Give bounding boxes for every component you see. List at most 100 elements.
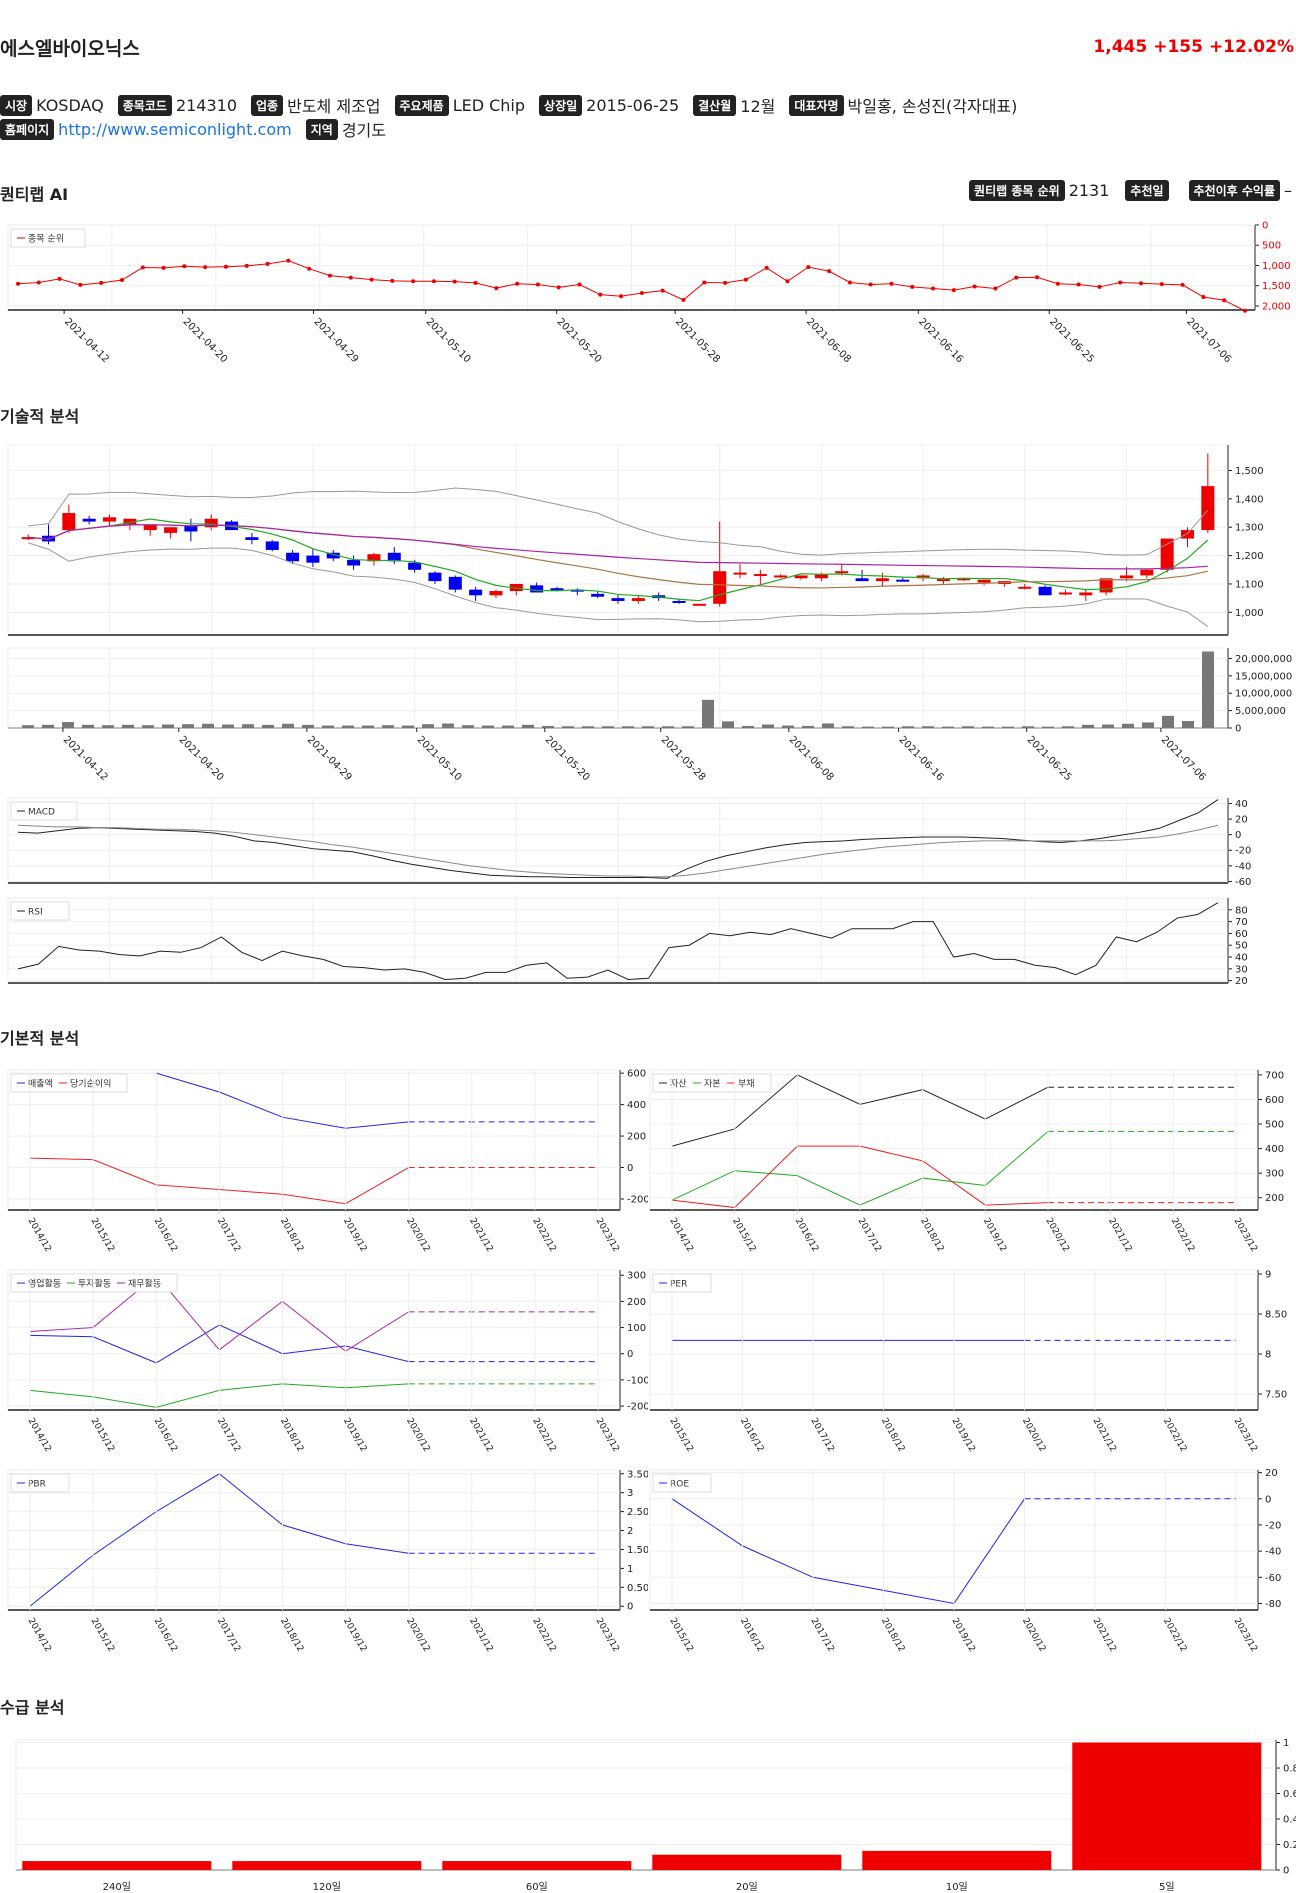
candlestick-chart: 1,000 1,100 1,200 1,300 1,400 1,500 (7, 444, 1264, 636)
legend-label: PBR (28, 1480, 46, 1490)
x-tick-label: 2021-06-08 (804, 316, 853, 365)
rec-return-tag: 추천이후 수익률 (1188, 180, 1280, 201)
y-tick-label: -40 (1235, 861, 1251, 872)
rank-point (119, 278, 124, 283)
y-tick-label: 1,100 (1235, 579, 1264, 590)
fiscal-tag: 결산월 (693, 94, 737, 116)
x-tick-label: 2023/12 (593, 1217, 620, 1254)
y-tick-label: 2,000 (1262, 301, 1291, 312)
x-tick-label: 2023/12 (1231, 1217, 1258, 1254)
series-line (17, 799, 1219, 879)
x-tick-label: 2019/12 (949, 1617, 976, 1654)
x-tick-label: 60일 (526, 1881, 548, 1893)
x-tick-label: 2021-06-25 (1047, 316, 1096, 365)
candle-body (367, 554, 381, 562)
price-change: +155 (1153, 37, 1203, 57)
x-tick-label: 2018/12 (278, 1617, 305, 1654)
macd-chart: -60 -40 -20 0 20 40 MACD (7, 797, 1251, 888)
technical-title: 기술적 분석 (0, 407, 80, 426)
rank-point (1243, 308, 1247, 313)
x-tick-label: 2015/12 (667, 1417, 694, 1454)
candle-body (164, 527, 178, 533)
supply-bar (1072, 1742, 1262, 1870)
supply-chart: 0 0.2 0.4 0.6 0.8 1 240일 120일 60일 20일 10일 5일 (15, 1738, 1296, 1893)
y-tick-label: 0.6 (1283, 1789, 1296, 1800)
rank-point (702, 280, 707, 285)
y-tick-label: 40 (1235, 799, 1248, 810)
y-tick-label: 1,400 (1235, 494, 1264, 505)
rank-tag: 퀀티랩 종목 순위 (969, 180, 1065, 201)
product-tag: 주요제품 (394, 94, 449, 116)
y-tick-label: 0 (1283, 1866, 1289, 1877)
rank-point (556, 285, 561, 290)
y-tick-label: 0 (627, 1163, 633, 1174)
legend-box (10, 1073, 128, 1093)
y-tick-label: 0.8 (1283, 1764, 1296, 1775)
x-tick-label: 2018/12 (879, 1617, 906, 1654)
x-tick-label: 2014/12 (25, 1417, 52, 1454)
rank-point (910, 284, 915, 289)
series-line (17, 260, 1246, 312)
rank-point (1118, 280, 1123, 285)
candle-body (631, 598, 645, 601)
candle-body (265, 541, 279, 550)
fiscal-value: 12월 (740, 97, 776, 116)
company-info-row-2: 홈페이지 http://www.semiconlight.com 지역 경기도 (0, 117, 400, 141)
price-quote: 1,445 +155 +12.02% (1087, 37, 1294, 57)
rank-point (1035, 275, 1040, 280)
legend-label: 영업활동 (28, 1278, 61, 1290)
rank-value: 2131 (1068, 181, 1110, 200)
x-tick-label: 2016/12 (738, 1417, 765, 1454)
x-tick-label: 2015/12 (89, 1417, 116, 1454)
y-tick-label: 20,000,000 (1235, 654, 1292, 665)
legend-label: 종목 순위 (28, 234, 64, 245)
volume-bar (242, 724, 254, 728)
volume-bar (42, 724, 54, 728)
plot-area (15, 1739, 1277, 1871)
x-tick-label: 2021-07-06 (1184, 316, 1233, 365)
candle-body (245, 537, 259, 540)
ceo-tag: 대표자명 (789, 94, 844, 116)
x-tick-label: 2016/12 (152, 1417, 179, 1454)
company-info-row-1: 시장 KOSDAQ 종목코드 214310 업종 반도체 제조업 주요제품 LED Ch… (0, 93, 1031, 117)
candle-body (42, 535, 56, 542)
rank-point (348, 275, 353, 280)
y-tick-label: 1,500 (1262, 281, 1291, 292)
volume-bar (642, 726, 654, 728)
candle-body (489, 591, 503, 596)
supply-bar (22, 1861, 212, 1870)
x-tick-label: 2023/12 (1231, 1417, 1258, 1454)
y-tick-label: 300 (1265, 1169, 1284, 1180)
volume-bar (722, 721, 734, 728)
y-tick-label: 80 (1235, 905, 1248, 916)
x-tick-label: 2021-06-25 (1025, 734, 1074, 783)
listing-tag: 상장일 (539, 94, 583, 116)
rank-point (515, 281, 520, 286)
x-tick-label: 2022/12 (1161, 1417, 1188, 1454)
volume-bar (342, 725, 354, 728)
volume-bar (382, 725, 394, 728)
candle-body (611, 598, 625, 601)
y-tick-label: -20 (1265, 1520, 1281, 1531)
y-tick-label: 0 (1235, 830, 1241, 841)
y-tick-label: 0 (1265, 1494, 1271, 1505)
rank-point (1139, 281, 1144, 286)
homepage-tag: 홈페이지 (0, 118, 55, 140)
rank-point (889, 281, 894, 286)
rank-point (1014, 275, 1019, 280)
x-tick-label: 2015/12 (730, 1217, 757, 1254)
volume-bar (362, 725, 374, 728)
rank-point (78, 282, 83, 287)
x-tick-label: 120일 (313, 1881, 341, 1893)
x-tick-label: 2021-05-20 (543, 734, 592, 783)
plot-area (7, 1469, 621, 1611)
volume-bar (802, 725, 814, 728)
x-tick-label: 2021/12 (1090, 1417, 1117, 1454)
y-tick-label: -60 (1265, 1573, 1281, 1584)
x-tick-label: 20일 (736, 1881, 758, 1893)
volume-bar (422, 724, 434, 728)
rank-point (36, 280, 41, 285)
homepage-link[interactable]: http://www.semiconlight.com (58, 119, 292, 139)
legend-box (10, 1273, 178, 1293)
